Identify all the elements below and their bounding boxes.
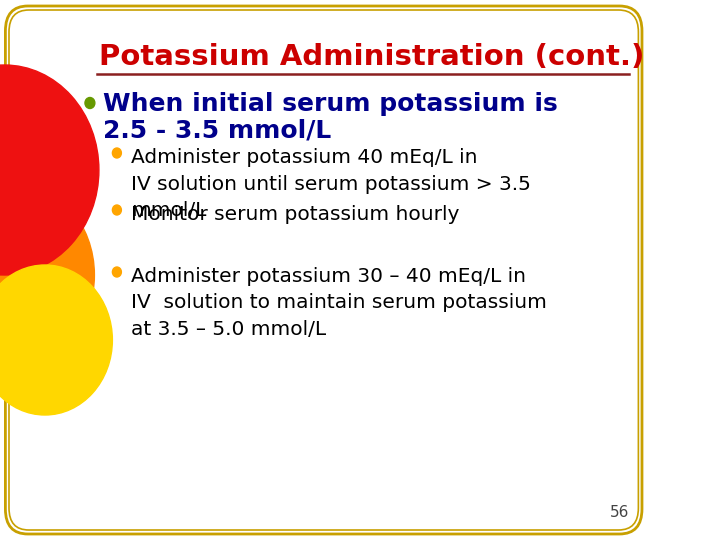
Circle shape xyxy=(0,180,94,370)
Text: When initial serum potassium is: When initial serum potassium is xyxy=(104,92,558,116)
Circle shape xyxy=(0,65,99,275)
Text: Monitor serum potassium hourly: Monitor serum potassium hourly xyxy=(131,205,459,224)
Text: Administer potassium 30 – 40 mEq/L in
IV  solution to maintain serum potassium
a: Administer potassium 30 – 40 mEq/L in IV… xyxy=(131,267,547,339)
Circle shape xyxy=(85,98,95,109)
Text: Administer potassium 40 mEq/L in
IV solution until serum potassium > 3.5
mmol/L: Administer potassium 40 mEq/L in IV solu… xyxy=(131,148,531,220)
Circle shape xyxy=(112,205,122,215)
FancyBboxPatch shape xyxy=(5,6,642,534)
Text: Potassium Administration (cont.): Potassium Administration (cont.) xyxy=(99,43,644,71)
Text: 2.5 - 3.5 mmol/L: 2.5 - 3.5 mmol/L xyxy=(104,118,332,142)
Circle shape xyxy=(112,267,122,277)
Circle shape xyxy=(112,148,122,158)
Text: 56: 56 xyxy=(610,505,629,520)
Circle shape xyxy=(0,265,112,415)
